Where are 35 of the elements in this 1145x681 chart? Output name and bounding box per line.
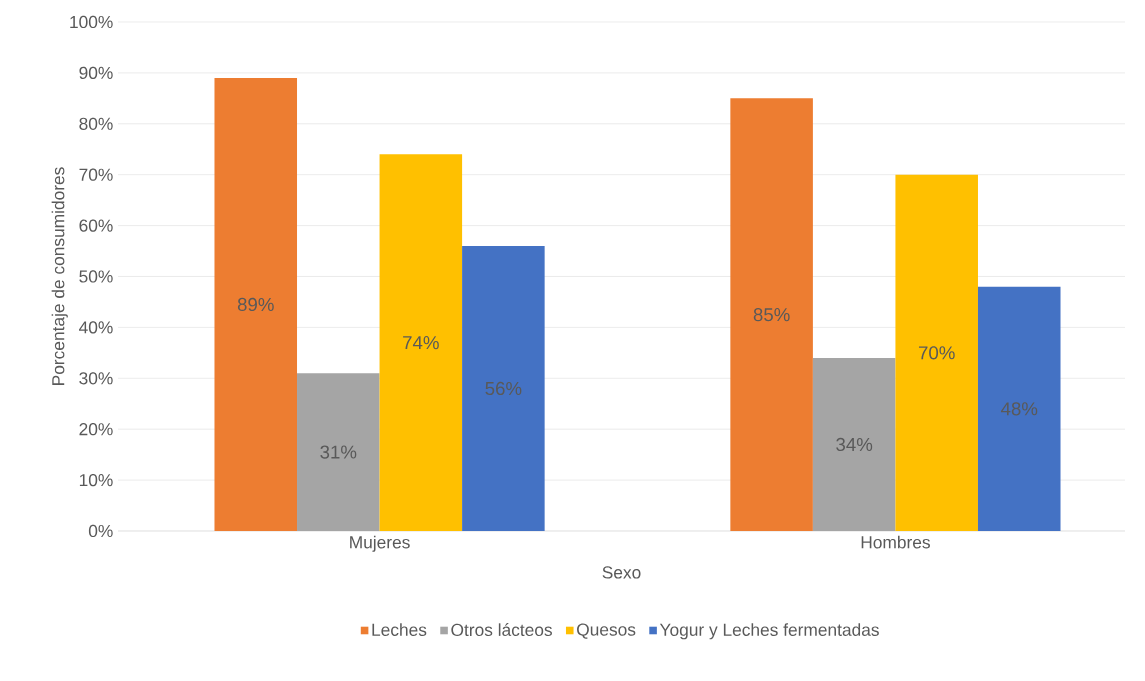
data-label: 70% bbox=[918, 346, 955, 360]
x-tick-label: Hombres bbox=[861, 535, 930, 549]
y-tick-label: 90% bbox=[79, 66, 113, 80]
data-label: 31% bbox=[320, 445, 357, 459]
data-label: 34% bbox=[836, 437, 873, 452]
y-tick-label: 30% bbox=[79, 372, 113, 385]
y-tick-label: 60% bbox=[79, 219, 113, 232]
y-tick-label: 70% bbox=[79, 168, 113, 181]
data-label: 48% bbox=[1000, 402, 1038, 416]
y-tick-label: 100% bbox=[70, 15, 113, 29]
y-tick-label: 80% bbox=[79, 117, 113, 130]
y-tick-label: 10% bbox=[79, 473, 113, 487]
legend-label: Yogur y Leches fermentadas bbox=[659, 623, 879, 640]
y-tick-label: 50% bbox=[79, 270, 113, 283]
x-axis-title: Sexo bbox=[602, 566, 641, 579]
data-label: 89% bbox=[237, 297, 274, 312]
bar bbox=[214, 77, 298, 531]
legend-label: Quesos bbox=[577, 623, 636, 639]
y-tick-label: 0% bbox=[88, 524, 113, 538]
data-label: 56% bbox=[485, 381, 522, 396]
legend-label: Otros lácteos bbox=[451, 623, 552, 637]
y-axis-title: Porcentaje de consumidores bbox=[51, 167, 68, 385]
bar bbox=[812, 357, 896, 531]
legend-label: Leches bbox=[372, 623, 427, 636]
bar bbox=[895, 174, 978, 531]
bar bbox=[379, 154, 463, 531]
data-label: 85% bbox=[753, 308, 790, 322]
bar bbox=[462, 245, 545, 531]
bar bbox=[730, 98, 813, 531]
data-label: 74% bbox=[403, 336, 439, 350]
bar bbox=[977, 286, 1061, 531]
bar bbox=[297, 373, 380, 531]
x-tick-label: Mujeres bbox=[350, 535, 410, 552]
y-tick-label: 20% bbox=[79, 423, 113, 436]
y-tick-label: 40% bbox=[79, 321, 113, 334]
